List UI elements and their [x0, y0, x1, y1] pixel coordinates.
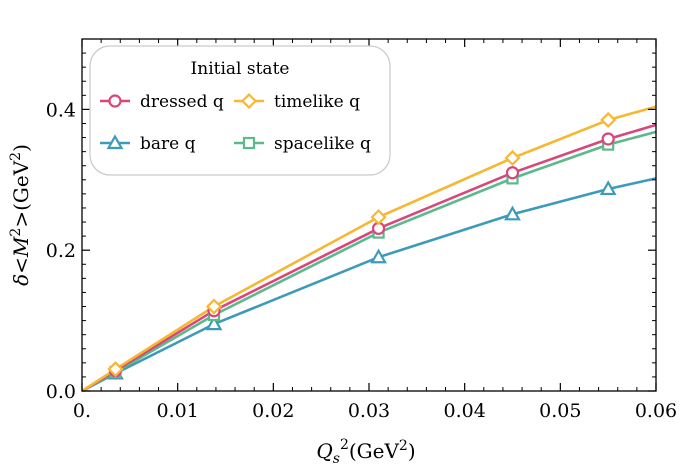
legend-swatch-marker — [106, 134, 124, 150]
legend-label: dressed q — [140, 92, 224, 112]
data-point-bare-q — [370, 248, 387, 264]
x-tick-label: 0.01 — [157, 400, 199, 422]
series-line-bare-q — [81, 177, 657, 393]
data-point-dressed-q — [601, 132, 615, 146]
legend-label: timelike q — [274, 92, 360, 112]
legend-entry: spacelike q — [234, 134, 371, 154]
data-point-bare-q — [205, 315, 223, 331]
data-point-timelike-q — [504, 149, 521, 167]
legend-frame — [89, 45, 391, 176]
x-tick-label: 0.04 — [444, 400, 486, 422]
legend-swatch-marker — [240, 92, 258, 110]
legend-entry: timelike q — [234, 92, 360, 112]
data-point-bare-q — [504, 205, 521, 221]
y-tick-label: 0.2 — [46, 240, 76, 262]
x-tick-label: 0.02 — [252, 400, 294, 422]
data-point-timelike-q — [205, 298, 223, 315]
x-axis-ticks: 0. 0.01 0.02 0.03 0.04 0.05 0.06 — [73, 39, 677, 422]
data-point-timelike-q — [600, 111, 617, 129]
x-tick-label: 0.06 — [635, 400, 677, 422]
x-axis-title: Qs2(GeV2) — [316, 437, 415, 467]
y-tick-label: 0.4 — [46, 99, 76, 121]
legend-swatch-marker — [108, 94, 122, 108]
legend-entries: dressed q timelike q bare q spacelike q — [100, 92, 371, 154]
legend-entry: dressed q — [100, 92, 224, 112]
plot-markers — [107, 111, 617, 380]
y-tick-label: 0.0 — [46, 381, 76, 403]
legend-title: Initial state — [191, 59, 290, 79]
x-tick-label: 0.03 — [348, 400, 390, 422]
legend-label: bare q — [140, 134, 196, 154]
data-point-dressed-q — [505, 166, 520, 180]
legend-swatch-marker — [242, 136, 256, 150]
y-axis-title: δ<M2>(GeV2) — [8, 144, 33, 286]
y-axis-ticks: 0.0 0.2 0.4 — [46, 52, 656, 403]
x-tick-label: 0.05 — [539, 400, 581, 422]
data-point-timelike-q — [107, 361, 124, 378]
x-tick-label: 0. — [73, 400, 91, 422]
legend-entry: bare q — [100, 134, 196, 154]
data-point-bare-q — [599, 180, 617, 196]
data-point-timelike-q — [370, 209, 387, 226]
legend-label: spacelike q — [274, 134, 371, 154]
legend: Initial state dressed q timelike q bare q s… — [89, 45, 391, 176]
